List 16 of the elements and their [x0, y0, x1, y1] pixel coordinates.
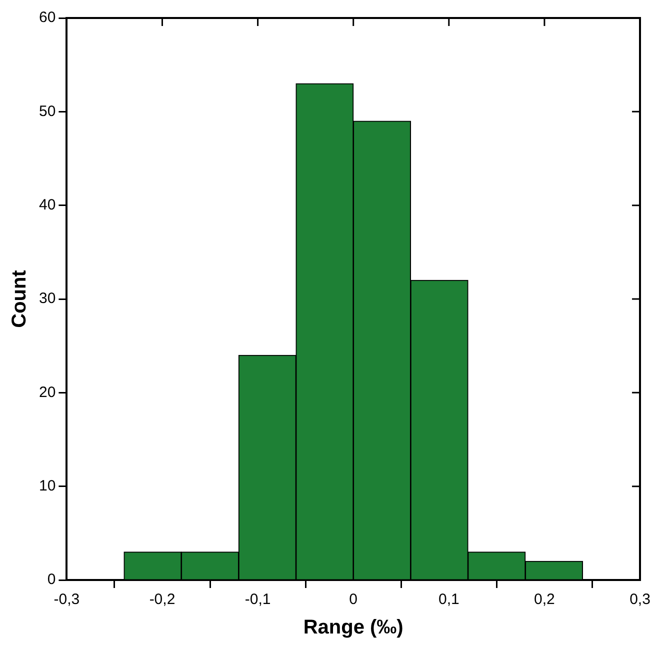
x-tick-label: -0,3	[54, 591, 80, 608]
y-tick-label: 60	[38, 9, 56, 26]
y-tick-label: 50	[38, 102, 56, 120]
x-axis-title: Range (‰)	[303, 616, 404, 639]
y-tick-label: 40	[38, 196, 56, 214]
x-tick-label: 0,1	[438, 591, 460, 608]
y-tick-label: 20	[38, 384, 56, 401]
y-tick-label: 30	[38, 290, 56, 308]
x-tick-label: 0,2	[534, 591, 555, 608]
x-tick-label: -0,2	[149, 591, 176, 608]
y-tick-label: 0	[47, 571, 56, 588]
y-tick-label: 10	[38, 477, 56, 494]
y-axis-title: Count	[8, 270, 31, 328]
x-tick-label: 0	[349, 591, 358, 608]
x-tick-label: -0,1	[244, 591, 271, 608]
x-tick-label: 0,3	[630, 591, 650, 608]
